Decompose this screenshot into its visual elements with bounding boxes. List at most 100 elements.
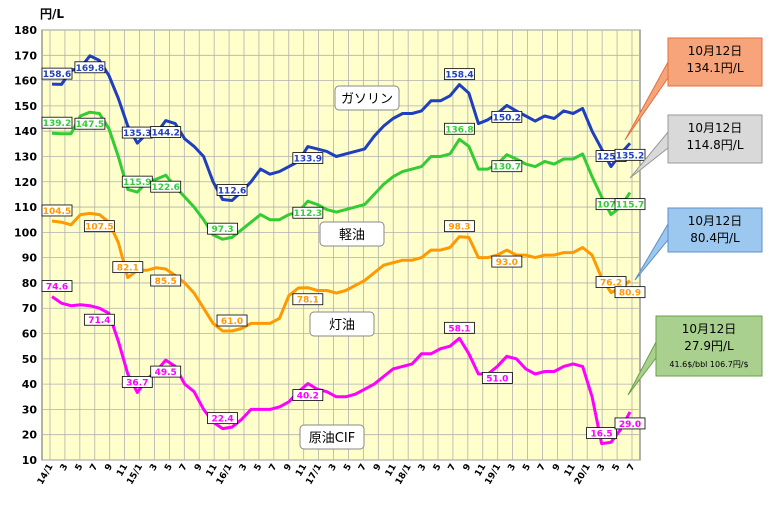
data-label-box: [121, 376, 153, 388]
data-label-box: [150, 180, 182, 193]
data-label: 61.0: [221, 317, 243, 327]
data-label: 136.8: [445, 125, 473, 135]
x-tick-label: 9: [462, 463, 474, 473]
y-tick-label: 60: [22, 328, 38, 341]
y-tick-label: 30: [22, 403, 38, 416]
data-label-box: [292, 293, 324, 306]
data-label: 51.0: [486, 374, 508, 384]
data-label: 107.5: [85, 223, 113, 233]
x-tick-label: 5: [253, 463, 265, 473]
y-axis-label: 円/L: [40, 7, 64, 21]
y-tick-label: 70: [22, 302, 38, 315]
x-tick-label: 3: [506, 463, 518, 473]
series-name-box: [309, 311, 375, 337]
data-label: 112.3: [294, 209, 322, 219]
x-tick-label: 5: [74, 463, 86, 473]
data-label-box: [216, 184, 248, 196]
data-label: 135.3: [123, 129, 151, 139]
data-label-box: [586, 427, 617, 439]
x-tick-label: 5: [163, 463, 175, 473]
x-tick-label: 7: [626, 463, 638, 473]
x-tick-label: 3: [148, 463, 160, 473]
x-tick-label: 7: [89, 463, 101, 473]
data-label: 115.7: [616, 201, 644, 211]
data-label: 104.5: [43, 207, 71, 217]
data-label-box: [74, 117, 106, 130]
data-label-box: [491, 110, 523, 123]
data-label: 98.3: [448, 223, 470, 233]
data-label-box: [444, 122, 475, 135]
data-label-box: [292, 206, 324, 219]
data-label: 78.1: [297, 296, 319, 306]
callout-box: [667, 207, 763, 253]
data-label: 147.5: [76, 120, 104, 130]
data-label: 29.0: [619, 420, 641, 430]
data-label-box: [444, 68, 475, 81]
callout-date: 10月12日: [688, 44, 743, 58]
callout-date: 10月12日: [688, 121, 743, 135]
data-label: 122.6: [151, 183, 179, 193]
x-tick-label: 5: [611, 463, 623, 473]
y-tick-label: 80: [22, 277, 38, 290]
data-label-box: [150, 274, 182, 287]
x-tick-label: 9: [372, 463, 384, 473]
y-tick-label: 110: [14, 201, 37, 214]
x-tick-label: 9: [103, 463, 115, 473]
data-label-box: [444, 321, 475, 334]
x-tick-label: 3: [327, 463, 339, 473]
data-label: 130.7: [493, 163, 521, 173]
data-label-box: [614, 286, 646, 299]
data-label-box: [595, 276, 627, 288]
data-label: 125.7: [597, 153, 625, 163]
data-label: 97.3: [211, 225, 233, 235]
series-name-label: ガソリン: [341, 92, 393, 107]
x-tick-label: 18/1: [394, 463, 414, 487]
data-label: 158.6: [43, 70, 71, 80]
data-label-box: [150, 126, 182, 138]
y-tick-label: 140: [14, 125, 37, 138]
data-label: 71.4: [88, 316, 110, 326]
data-label: 85.5: [155, 277, 177, 287]
data-label: 107.0: [597, 201, 625, 211]
y-tick-label: 180: [14, 24, 37, 37]
data-label: 112.6: [218, 186, 246, 196]
x-tick-label: 5: [432, 463, 444, 473]
series-line-2: [51, 211, 631, 333]
x-tick-label: 7: [178, 463, 190, 473]
y-tick-label: 120: [14, 176, 37, 189]
data-label-box: [83, 220, 115, 233]
data-label-box: [41, 67, 73, 80]
callout-date: 10月12日: [682, 322, 737, 336]
x-tick-label: 20/1: [573, 463, 593, 487]
data-label-box: [491, 160, 523, 173]
data-label-box: [74, 61, 106, 74]
x-tick-label: 15/1: [125, 463, 145, 487]
series-name-label: 灯油: [329, 318, 355, 333]
y-tick-label: 160: [14, 75, 37, 88]
data-label: 139.2: [43, 119, 71, 129]
data-label: 93.0: [496, 258, 518, 268]
x-tick-label: 7: [447, 463, 459, 473]
data-label: 158.4: [445, 71, 473, 81]
y-tick-label: 130: [14, 150, 37, 163]
data-label-box: [41, 280, 73, 293]
data-label-box: [481, 372, 513, 384]
x-tick-label: 9: [551, 463, 563, 473]
data-label-box: [614, 148, 646, 161]
x-tick-label: 17/1: [305, 463, 325, 487]
data-label: 133.9: [294, 155, 322, 165]
data-label-box: [292, 152, 324, 165]
data-label-box: [41, 116, 73, 129]
x-tick-label: 3: [238, 463, 250, 473]
data-label-box: [207, 222, 238, 235]
x-tick-label: 7: [536, 463, 548, 473]
data-label-box: [150, 365, 182, 378]
series-name-box: [319, 221, 385, 247]
y-tick-label: 50: [22, 353, 38, 366]
x-tick-label: 9: [193, 463, 205, 473]
data-label-box: [614, 198, 646, 211]
data-label-box: [112, 261, 144, 274]
x-tick-label: 7: [268, 463, 280, 473]
